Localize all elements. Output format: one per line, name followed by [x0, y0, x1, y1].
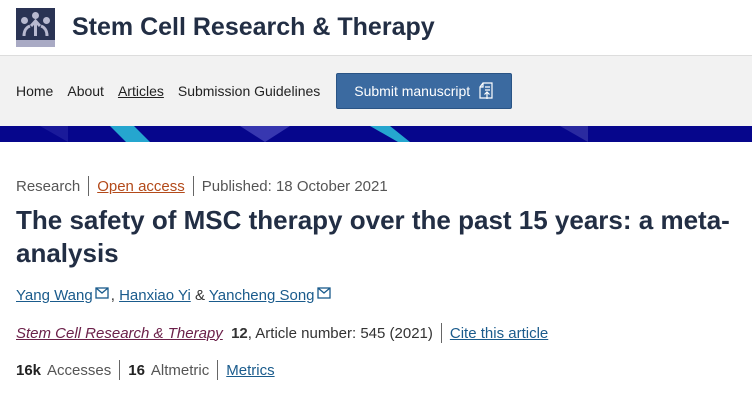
author-separator: &: [194, 287, 205, 304]
published-date: Published: 18 October 2021: [201, 177, 388, 195]
citation-line: Stem Cell Research & Therapy 12 , Articl…: [16, 323, 736, 343]
nav-home[interactable]: Home: [16, 83, 54, 99]
article-meta: Research Open access Published: 18 Octob…: [16, 176, 736, 196]
altmetric-label: Altmetric: [150, 361, 210, 379]
author-separator: ,: [110, 287, 115, 304]
email-icon[interactable]: [316, 287, 331, 299]
site-title[interactable]: Stem Cell Research & Therapy: [72, 13, 435, 41]
author-link[interactable]: Yang Wang: [16, 287, 93, 304]
submit-manuscript-button[interactable]: Submit manuscript: [336, 73, 513, 109]
author-link[interactable]: Hanxiao Yi: [119, 287, 191, 304]
main-nav: Home About Articles Submission Guideline…: [0, 56, 752, 126]
upload-document-icon: [479, 82, 493, 99]
author-link[interactable]: Yancheng Song: [208, 287, 315, 304]
cite-this-article-link[interactable]: Cite this article: [449, 324, 549, 342]
open-access-link[interactable]: Open access: [97, 177, 185, 195]
article-stats: 16k Accesses 16 Altmetric Metrics: [16, 360, 736, 380]
altmetric-count: 16: [128, 361, 145, 379]
brand-band: [0, 126, 752, 142]
nav-submission-guidelines[interactable]: Submission Guidelines: [177, 83, 321, 99]
submit-label: Submit manuscript: [354, 83, 471, 99]
accesses-count: 16k: [16, 361, 42, 379]
volume: 12: [231, 324, 248, 342]
metrics-link[interactable]: Metrics: [226, 361, 275, 379]
site-header: Stem Cell Research & Therapy: [0, 0, 752, 56]
nav-about[interactable]: About: [67, 83, 104, 99]
journal-logo-icon[interactable]: [16, 8, 55, 47]
accesses-label: Accesses: [47, 361, 112, 379]
article-title: The safety of MSC therapy over the past …: [16, 205, 730, 268]
email-icon[interactable]: [95, 287, 109, 299]
nav-articles[interactable]: Articles: [117, 83, 164, 99]
author-list: Yang Wang, Hanxiao Yi & Yancheng Song: [16, 287, 736, 304]
journal-link[interactable]: Stem Cell Research & Therapy: [16, 324, 223, 342]
article-number: , Article number: 545 (2021): [247, 324, 433, 342]
article-type: Research: [16, 177, 81, 195]
